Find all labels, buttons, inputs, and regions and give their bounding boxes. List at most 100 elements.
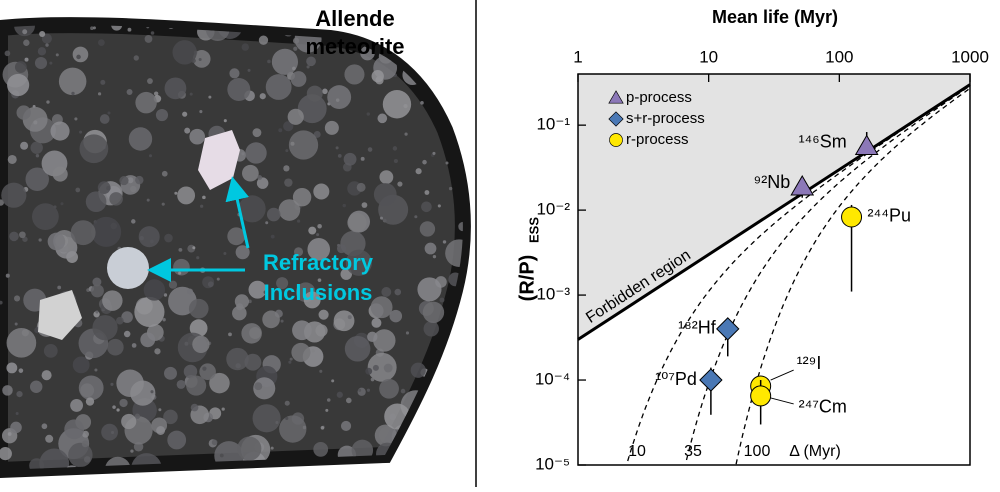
annotation: Inclusions	[264, 280, 373, 305]
chondrule	[313, 130, 321, 138]
chondrule	[71, 91, 75, 96]
chondrule	[367, 147, 373, 152]
chondrule	[90, 26, 94, 31]
chondrule	[337, 154, 342, 158]
chondrule	[445, 161, 449, 165]
chondrule	[5, 273, 10, 278]
chondrule	[404, 132, 408, 136]
chondrule	[448, 421, 457, 430]
chondrule	[64, 419, 85, 440]
chondrule	[37, 47, 47, 56]
y-tick-label: 10⁻²	[536, 200, 570, 219]
chondrule	[119, 398, 128, 408]
x-tick-label: 10	[699, 47, 718, 66]
chondrule	[279, 415, 307, 443]
decay-curve	[627, 84, 971, 462]
chondrule	[306, 85, 323, 102]
chondrule	[343, 292, 347, 296]
chondrule	[91, 216, 122, 247]
marker	[699, 368, 723, 392]
chondrule	[400, 388, 406, 394]
chondrule	[367, 352, 397, 382]
chondrule	[133, 55, 139, 61]
chondrule	[265, 74, 292, 100]
x-tick-label: 1000	[951, 47, 989, 66]
chondrule	[34, 56, 48, 70]
chondrule	[373, 329, 396, 352]
chondrule	[280, 319, 284, 323]
chondrule	[307, 238, 331, 261]
chondrule	[184, 127, 191, 134]
chondrule	[98, 39, 105, 46]
chondrule	[224, 471, 227, 474]
chondrule	[313, 442, 329, 457]
chondrule	[128, 127, 153, 151]
chondrule	[306, 65, 310, 69]
chondrule	[134, 296, 165, 328]
chondrule	[202, 366, 207, 371]
chondrule	[78, 375, 104, 401]
chondrule	[14, 61, 27, 73]
chondrule	[164, 233, 173, 243]
chondrule	[414, 215, 418, 219]
chondrule	[248, 299, 252, 304]
annotation: Refractory	[263, 250, 374, 275]
chondrule	[446, 339, 458, 351]
chondrule	[7, 73, 30, 97]
chondrule	[74, 117, 78, 121]
chondrule	[39, 30, 46, 38]
chondrule	[410, 49, 415, 54]
chondrule	[345, 397, 352, 404]
chondrule	[29, 380, 43, 393]
chondrule	[367, 331, 378, 342]
chondrule	[216, 277, 220, 281]
chondrule	[293, 247, 304, 257]
chondrule	[270, 446, 274, 450]
chondrule	[81, 440, 89, 448]
point-label: ²⁴⁴Pu	[868, 206, 911, 226]
chondrule	[247, 68, 251, 72]
chondrule	[389, 309, 403, 323]
chondrule	[392, 146, 398, 151]
y-tick-label: 10⁻³	[536, 285, 570, 304]
chondrule	[290, 71, 307, 87]
chondrule	[161, 202, 165, 206]
curve-label: 10	[628, 443, 646, 460]
chondrule	[92, 277, 102, 287]
chondrule	[422, 159, 427, 165]
chondrule	[15, 412, 19, 416]
chondrule	[121, 413, 137, 430]
y-axis-title-main: (R/P)	[516, 255, 538, 302]
chondrule	[448, 186, 453, 191]
chondrule	[458, 221, 463, 232]
chondrule	[440, 408, 461, 429]
chondrule	[55, 53, 59, 57]
chondrule	[192, 246, 196, 250]
chondrule	[226, 347, 249, 371]
chondrule	[270, 234, 275, 239]
chondrule	[410, 362, 426, 378]
chondrule	[196, 256, 200, 260]
y-axis-title: (R/P) ESS	[516, 217, 541, 302]
chondrule	[164, 77, 187, 100]
chondrule	[432, 151, 436, 155]
chondrule	[41, 370, 52, 381]
chondrule	[343, 152, 357, 166]
chondrule	[252, 404, 281, 433]
chondrule	[45, 43, 49, 47]
marker	[750, 385, 772, 407]
chondrule	[442, 459, 446, 463]
chondrule	[223, 252, 227, 256]
chondrule	[345, 249, 372, 276]
chondrule	[278, 199, 301, 221]
chondrule	[52, 166, 68, 182]
chondrule	[43, 343, 58, 358]
chondrule	[209, 372, 230, 394]
legend-marker	[608, 90, 624, 104]
chondrule	[317, 223, 322, 229]
chondrule	[297, 94, 327, 124]
chondrule	[229, 68, 240, 79]
chondrule	[371, 69, 384, 83]
chondrule	[417, 277, 442, 302]
chondrule	[198, 57, 202, 61]
